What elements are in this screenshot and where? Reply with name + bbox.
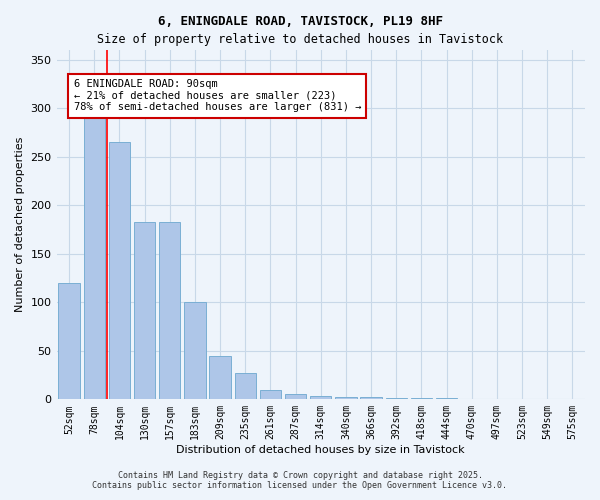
Bar	[436, 398, 457, 400]
Text: 6, ENINGDALE ROAD, TAVISTOCK, PL19 8HF: 6, ENINGDALE ROAD, TAVISTOCK, PL19 8HF	[157, 15, 443, 28]
Text: 6 ENINGDALE ROAD: 90sqm
← 21% of detached houses are smaller (223)
78% of semi-d: 6 ENINGDALE ROAD: 90sqm ← 21% of detache…	[74, 79, 361, 112]
Bar	[411, 398, 432, 400]
Bar	[260, 390, 281, 400]
Bar	[184, 302, 206, 400]
Bar	[310, 396, 331, 400]
Bar	[386, 398, 407, 400]
Y-axis label: Number of detached properties: Number of detached properties	[15, 137, 25, 312]
Bar	[361, 398, 382, 400]
Bar	[159, 222, 181, 400]
Text: Size of property relative to detached houses in Tavistock: Size of property relative to detached ho…	[97, 32, 503, 46]
Bar	[285, 394, 307, 400]
Bar	[209, 356, 231, 400]
Bar	[109, 142, 130, 400]
Bar	[335, 398, 356, 400]
Text: Contains HM Land Registry data © Crown copyright and database right 2025.
Contai: Contains HM Land Registry data © Crown c…	[92, 470, 508, 490]
Bar	[83, 118, 105, 400]
Bar	[235, 373, 256, 400]
Bar	[58, 283, 80, 400]
Bar	[134, 222, 155, 400]
X-axis label: Distribution of detached houses by size in Tavistock: Distribution of detached houses by size …	[176, 445, 465, 455]
